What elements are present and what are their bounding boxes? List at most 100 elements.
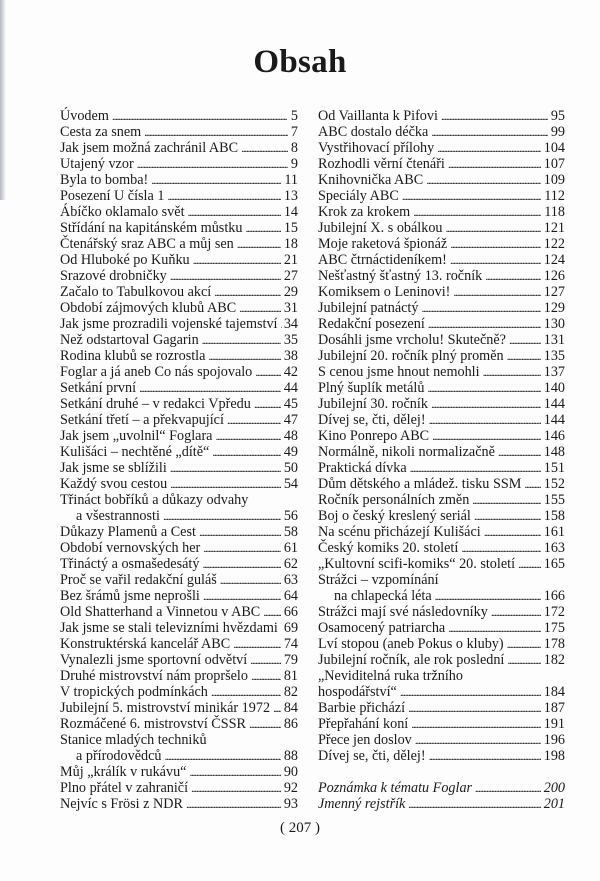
toc-entry: Střídání na kapitánském můstku 15 (60, 220, 298, 236)
toc-entry: Jak jsem možná zachránil ABC 8 (60, 140, 298, 156)
toc-entry-page: 124 (543, 252, 565, 268)
toc-entry: Old Shatterhand a Vinnetou v ABC 66 (60, 604, 298, 620)
dot-leader (429, 412, 541, 428)
page-title: Obsah (253, 44, 347, 80)
toc-entry-page: 118 (544, 204, 565, 220)
toc-entry-title: Speciály ABC (318, 188, 399, 204)
toc-entry: Dosáhli jsme vrcholu! Skutečně? 131 (318, 332, 565, 348)
toc-entry-first-line: Třináct bobříků a důkazy odvahy (60, 492, 298, 508)
dot-leader (191, 780, 281, 796)
dot-leader (202, 332, 281, 348)
dot-leader (208, 348, 280, 364)
toc-entry-title: Moje raketová špionáž (318, 236, 448, 252)
toc-entry-page: 34 (283, 316, 298, 332)
toc-entry: Rozhodli věrní čtenáři 107 (318, 156, 565, 172)
toc-entry-page: 21 (283, 252, 298, 268)
toc-entry: Utajený vzor 9 (60, 156, 298, 172)
toc-entry: hospodářství“ 184 (318, 684, 565, 700)
toc-entry-title: V tropických podmínkách (60, 684, 208, 700)
toc-entry-title-continued: a přírodovědců (76, 748, 162, 764)
dot-leader (211, 684, 281, 700)
toc-entry-title: Od Hluboké po Kuňku (60, 252, 190, 268)
dot-leader (214, 284, 281, 300)
toc-entry: ABC dostalo déčka 99 (318, 124, 565, 140)
dot-leader (273, 700, 281, 716)
toc-entry: Cesta za snem 7 (60, 124, 298, 140)
toc-entry-title: Rozmáčené 6. mistrovství ČSSR (60, 716, 247, 732)
toc-entry-title: Každý svou cestou (60, 476, 168, 492)
toc-entry-title: „Neviditelná ruka tržního (318, 668, 463, 684)
toc-entry-title: Dívej se, čti, dělej! (318, 412, 426, 428)
toc-entry-title: Období vernovských her (60, 540, 201, 556)
toc-entry: Jubilejní 5. mistrovství minikár 1972 84 (60, 700, 298, 716)
dot-leader (254, 396, 281, 412)
dot-leader (427, 380, 540, 396)
toc-entry-page: 7 (290, 124, 298, 140)
toc-entry-page: 11 (284, 172, 298, 188)
dot-leader (435, 588, 541, 604)
dot-leader (437, 140, 540, 156)
toc-entry-page: 131 (543, 332, 565, 348)
toc-entry-title: ABC dostalo déčka (318, 124, 429, 140)
dot-leader (450, 236, 541, 252)
toc-entry-page: 107 (543, 156, 565, 172)
toc-entry-title: Byla to bomba! (60, 172, 149, 188)
toc-entry: Nešťastný šťastný 13. ročník 126 (318, 268, 565, 284)
toc-entry-page: 95 (550, 108, 565, 124)
dot-leader (429, 748, 541, 764)
toc-entry: Než odstartoval Gagarin 35 (60, 332, 298, 348)
toc-entry: Ábíčko oklamalo svět 14 (60, 204, 298, 220)
toc-entry-title: Střídání na kapitánském můstku (60, 220, 243, 236)
toc-entry: Český komiks 20. století 163 (318, 540, 565, 556)
toc-entry-title: Dosáhli jsme vrcholu! Skutečně? (318, 332, 506, 348)
toc-entry: Redakční posezení 130 (318, 316, 565, 332)
toc-entry-title: Vystřihovací přílohy (318, 140, 435, 156)
toc-entry-page: 84 (283, 700, 298, 716)
toc-entry: Období zájmových klubů ABC 31 (60, 300, 298, 316)
toc-entry-title: Třináctý a osmašedesátý (60, 556, 200, 572)
dot-leader (509, 332, 541, 348)
toc-entry-title: Normálně, nikoli normalizačně (318, 444, 495, 460)
toc-entry-title-continued: na chlapecká léta (334, 588, 432, 604)
toc-entry-page: 74 (283, 636, 298, 652)
toc-entry-page: 163 (543, 540, 565, 556)
dot-leader (524, 476, 540, 492)
toc-entry-title: Jak jsme prozradili vojenské tajemství (60, 316, 278, 332)
toc-entry-title: Posezení U čísla 1 (60, 188, 165, 204)
dot-leader (453, 284, 540, 300)
toc-entry-page: 187 (543, 700, 565, 716)
dot-leader (472, 492, 540, 508)
dot-leader (450, 252, 541, 268)
toc-entry-page: 144 (543, 396, 565, 412)
toc-entry-title: Setkání první (60, 380, 137, 396)
toc-entry-title: Než odstartoval Gagarin (60, 332, 199, 348)
toc-entry: Setkání první 44 (60, 380, 298, 396)
toc-entry: Přece jen doslov 196 (318, 732, 565, 748)
toc-entry-page: 122 (543, 236, 565, 252)
dot-leader (251, 668, 281, 684)
toc-entry-page: 13 (283, 188, 298, 204)
toc-entry-title: Dívej se, čti, dělej! (318, 748, 426, 764)
toc-entry: Začalo to Tabulkovou akcí 29 (60, 284, 298, 300)
toc-entry-page: 92 (283, 780, 298, 796)
toc-entry-page: 63 (283, 572, 298, 588)
toc-entry-title: Bez šrámů jsme neprošli (60, 588, 200, 604)
toc-entry-title: Období zájmových klubů ABC (60, 300, 237, 316)
toc-entry-title: Úvodem (60, 108, 109, 124)
toc-entry-page: 198 (543, 748, 565, 764)
toc-entry-title: Rodina klubů se rozrostla (60, 348, 206, 364)
toc-entry: Kino Ponrepo ABC 146 (318, 428, 565, 444)
toc-entry: a všestrannosti 56 (60, 508, 298, 524)
dot-leader (241, 140, 288, 156)
toc-entry-page: 126 (543, 268, 565, 284)
toc-entry-title: Nešťastný šťastný 13. ročník (318, 268, 483, 284)
toc-entry: ABC čtrnáctideníkem! 124 (318, 252, 565, 268)
toc-entry-page: 79 (283, 652, 298, 668)
toc-entry-title: Komiksem o Leninovi! (318, 284, 451, 300)
toc-entry-page: 50 (283, 460, 298, 476)
toc-entry-page: 112 (544, 188, 565, 204)
toc-entry-title: Na scénu přicházejí Kulišáci (318, 524, 481, 540)
toc-entry-title: Jak jsme se sblížili (60, 460, 167, 476)
dot-leader (203, 540, 281, 556)
dot-leader (426, 172, 540, 188)
